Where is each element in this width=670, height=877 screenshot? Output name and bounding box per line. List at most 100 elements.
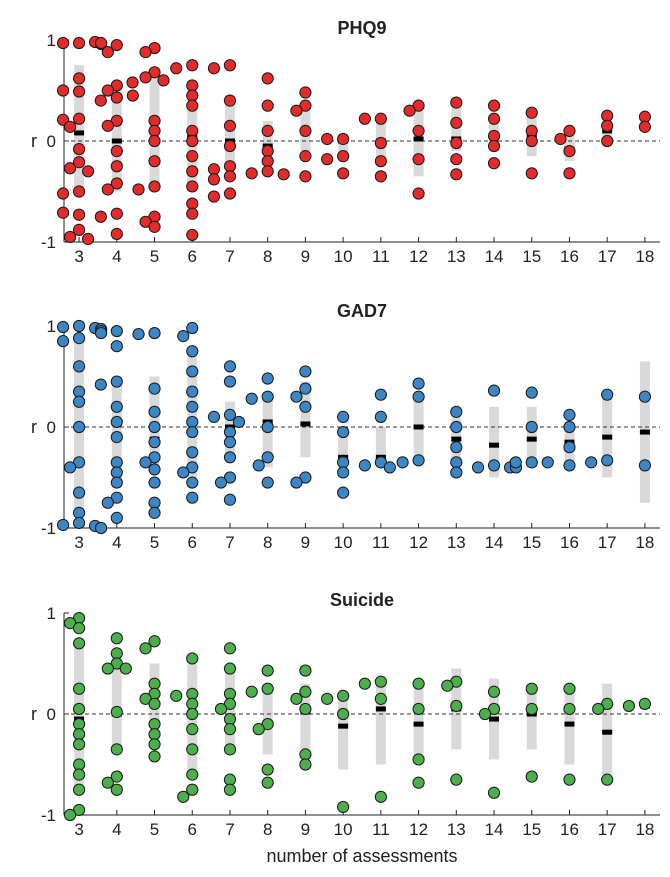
- x-tick-label: 8: [263, 533, 272, 552]
- data-point: [214, 702, 228, 716]
- x-tick-label: 10: [334, 533, 353, 552]
- data-point: [487, 459, 501, 472]
- data-point: [525, 134, 538, 148]
- data-point: [223, 783, 237, 796]
- data-point: [72, 156, 86, 169]
- data-point: [72, 223, 86, 236]
- data-point: [563, 167, 576, 180]
- x-tick-label: 12: [409, 533, 428, 552]
- iqr-bar: [338, 135, 349, 162]
- data-point: [72, 395, 86, 408]
- iqr-bar: [526, 683, 537, 750]
- data-point: [110, 783, 123, 796]
- data-point: [94, 210, 107, 223]
- data-point: [541, 456, 554, 469]
- data-point: [110, 456, 123, 469]
- data-point: [148, 124, 161, 137]
- data-point: [72, 486, 86, 499]
- data-point: [186, 99, 199, 112]
- x-axis-label: number of assessments: [266, 846, 457, 866]
- y-axis-label: r: [31, 131, 37, 151]
- data-point: [450, 168, 463, 181]
- data-point: [563, 145, 576, 158]
- data-point: [148, 463, 161, 476]
- y-tick-label: 0: [47, 418, 56, 437]
- data-point: [148, 180, 161, 193]
- data-point: [299, 685, 312, 698]
- data-point: [223, 773, 237, 786]
- data-point: [186, 59, 199, 72]
- data-point: [245, 392, 258, 405]
- data-point: [186, 476, 199, 489]
- data-point: [358, 112, 371, 125]
- data-point: [132, 327, 145, 341]
- data-point: [148, 134, 161, 148]
- y-tick-label: 1: [47, 604, 56, 623]
- data-point: [563, 420, 576, 434]
- x-tick-label: 9: [301, 247, 310, 266]
- y-tick-label: 0: [47, 132, 56, 151]
- data-point: [471, 461, 485, 474]
- data-point: [374, 170, 387, 183]
- data-point: [72, 185, 86, 198]
- data-point: [110, 743, 123, 756]
- data-point: [72, 718, 86, 731]
- data-point: [509, 456, 522, 469]
- data-point: [72, 506, 86, 519]
- data-point: [337, 486, 350, 499]
- x-tick-label: 18: [635, 247, 654, 266]
- iqr-bar: [564, 688, 575, 765]
- data-point: [337, 425, 350, 439]
- data-point: [374, 410, 387, 423]
- data-point: [403, 104, 416, 117]
- data-point: [207, 173, 221, 186]
- x-tick-label: 7: [225, 820, 234, 839]
- median-mark: [74, 130, 85, 136]
- data-point: [186, 687, 199, 700]
- data-point: [337, 800, 350, 814]
- data-point: [563, 124, 576, 137]
- data-point: [223, 712, 237, 726]
- data-point: [186, 385, 199, 398]
- data-point: [337, 466, 350, 479]
- data-point: [223, 94, 237, 107]
- data-point: [638, 110, 652, 123]
- median-mark: [639, 429, 650, 435]
- data-point: [261, 451, 274, 464]
- data-point: [139, 456, 152, 469]
- data-point: [374, 155, 387, 168]
- x-tick-label: 8: [263, 247, 272, 266]
- data-point: [374, 675, 387, 688]
- x-tick-label: 13: [447, 533, 466, 552]
- y-axis-label: r: [31, 704, 37, 724]
- median-mark: [413, 424, 424, 430]
- y-tick-label: -1: [41, 519, 56, 538]
- iqr-bar: [338, 693, 349, 770]
- x-tick-label: 14: [485, 533, 504, 552]
- data-point: [601, 454, 614, 467]
- data-point: [321, 692, 334, 705]
- data-point: [299, 758, 312, 771]
- data-point: [94, 94, 107, 107]
- data-point: [170, 689, 183, 702]
- data-point: [337, 150, 350, 163]
- data-point: [72, 702, 86, 716]
- x-tick-label: 11: [372, 533, 390, 552]
- data-point: [337, 707, 350, 721]
- data-point: [177, 790, 190, 803]
- data-point: [72, 142, 86, 156]
- panel-title: PHQ9: [337, 18, 386, 38]
- data-point: [563, 682, 576, 695]
- data-point: [177, 466, 190, 479]
- data-point: [63, 120, 77, 133]
- data-point: [72, 332, 86, 345]
- data-point: [110, 476, 123, 489]
- data-point: [186, 89, 199, 102]
- data-point: [186, 707, 199, 721]
- data-point: [148, 718, 161, 731]
- data-point: [321, 153, 334, 166]
- data-point: [94, 378, 107, 391]
- data-point: [101, 46, 114, 59]
- y-tick-label: -1: [41, 233, 56, 252]
- data-point: [487, 112, 501, 125]
